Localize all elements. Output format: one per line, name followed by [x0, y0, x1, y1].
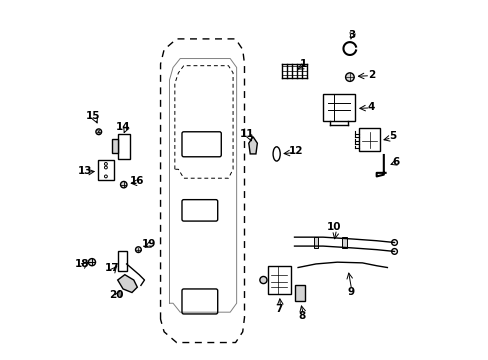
Text: 10: 10 — [326, 222, 340, 232]
Text: 17: 17 — [105, 262, 120, 273]
Bar — [342, 237, 346, 248]
Circle shape — [88, 258, 95, 266]
Circle shape — [391, 240, 397, 246]
Bar — [118, 251, 126, 271]
Text: 11: 11 — [240, 129, 254, 139]
Circle shape — [391, 249, 397, 254]
Circle shape — [104, 175, 107, 178]
FancyBboxPatch shape — [182, 200, 217, 221]
Text: 14: 14 — [116, 122, 130, 132]
Bar — [323, 94, 354, 121]
Circle shape — [104, 166, 107, 169]
Text: 1: 1 — [299, 59, 306, 68]
Bar — [313, 237, 317, 248]
Text: 15: 15 — [85, 111, 100, 121]
FancyBboxPatch shape — [182, 132, 221, 157]
Bar — [118, 134, 130, 158]
Text: 2: 2 — [367, 69, 374, 80]
Text: 13: 13 — [78, 166, 93, 176]
Ellipse shape — [272, 147, 280, 161]
Text: 12: 12 — [288, 147, 303, 157]
Bar — [358, 128, 380, 152]
Polygon shape — [248, 137, 257, 154]
FancyBboxPatch shape — [182, 289, 217, 314]
Bar — [294, 285, 305, 301]
Text: 6: 6 — [391, 157, 399, 167]
Polygon shape — [118, 275, 137, 293]
Circle shape — [345, 73, 353, 81]
Circle shape — [96, 129, 102, 135]
Text: 9: 9 — [346, 287, 354, 297]
Text: 4: 4 — [367, 102, 375, 112]
Text: 18: 18 — [75, 259, 89, 269]
Bar — [98, 160, 114, 180]
Text: 19: 19 — [142, 239, 156, 249]
Bar — [112, 139, 118, 153]
Bar — [267, 266, 290, 294]
Circle shape — [104, 162, 107, 165]
Circle shape — [259, 276, 266, 284]
Text: 5: 5 — [388, 131, 395, 141]
Text: 20: 20 — [108, 290, 123, 300]
Circle shape — [135, 247, 141, 252]
Text: 16: 16 — [129, 176, 143, 186]
Text: 7: 7 — [275, 304, 282, 314]
Text: 3: 3 — [348, 30, 355, 40]
Circle shape — [121, 181, 127, 188]
Text: 8: 8 — [298, 311, 305, 321]
